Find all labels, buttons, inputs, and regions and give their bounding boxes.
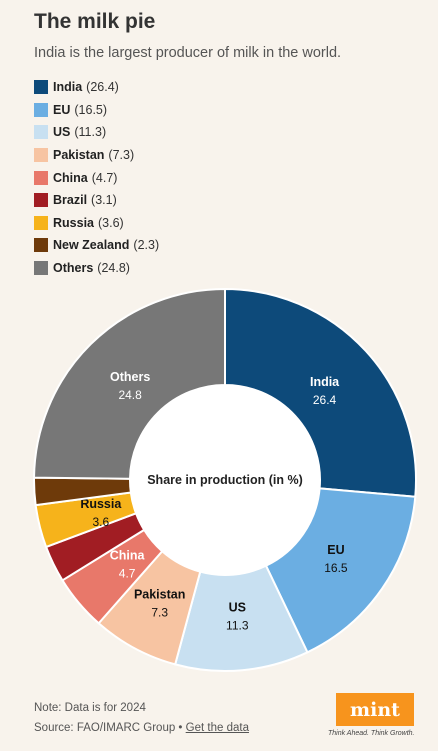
legend-value: (7.3) xyxy=(108,148,135,163)
slice-value: 11.3 xyxy=(226,618,249,632)
slice-label: US xyxy=(229,600,246,614)
legend-value: (3.6) xyxy=(98,215,124,230)
slice-value: 24.8 xyxy=(118,388,142,402)
donut-hole xyxy=(130,385,320,575)
legend-value: (3.1) xyxy=(91,193,117,208)
legend-item: Pakistan (7.3) xyxy=(34,144,159,167)
legend-swatch xyxy=(34,102,48,117)
legend-label: Pakistan xyxy=(53,148,105,163)
legend: India (26.4) EU (16.5) US (11.3) Pakistan (7.3)… xyxy=(34,76,159,279)
legend-value: (4.7) xyxy=(91,170,118,185)
legend-swatch xyxy=(34,80,48,95)
slice-label: Pakistan xyxy=(134,588,185,602)
legend-swatch xyxy=(34,170,48,185)
chart-title: The milk pie xyxy=(34,10,156,33)
get-data-link[interactable]: Get the data xyxy=(185,722,249,734)
legend-value: (26.4) xyxy=(86,80,119,95)
legend-label: China xyxy=(53,170,88,185)
legend-item: New Zealand (2.3) xyxy=(34,234,159,257)
legend-label: Russia xyxy=(53,215,94,230)
legend-label: Brazil xyxy=(53,193,88,208)
center-label: Share in production (in %) xyxy=(147,473,303,487)
legend-swatch xyxy=(34,261,48,276)
mint-logo: mint xyxy=(336,693,414,726)
slice-label: China xyxy=(110,549,146,563)
legend-swatch xyxy=(34,238,48,253)
legend-value: (24.8) xyxy=(97,261,130,276)
footer-note: Note: Data is for 2024 xyxy=(34,702,146,714)
legend-item: China (4.7) xyxy=(34,166,159,189)
legend-item: US (11.3) xyxy=(34,121,159,144)
source-text: Source: FAO/IMARC Group • xyxy=(34,722,183,734)
legend-value: (11.3) xyxy=(74,125,107,140)
legend-swatch xyxy=(34,125,48,140)
slice-label: India xyxy=(310,375,340,389)
legend-label: Others xyxy=(53,261,94,276)
legend-item: Others (24.8) xyxy=(34,257,159,280)
footer-source: Source: FAO/IMARC Group • Get the data xyxy=(34,722,249,734)
legend-item: Brazil (3.1) xyxy=(34,189,159,212)
slice-label: Russia xyxy=(80,497,122,511)
legend-swatch xyxy=(34,215,48,230)
slice-label: EU xyxy=(327,543,344,557)
legend-item: India (26.4) xyxy=(34,76,159,99)
legend-value: (16.5) xyxy=(74,102,108,117)
legend-label: US xyxy=(53,125,71,140)
legend-value: (2.3) xyxy=(133,238,160,253)
legend-swatch xyxy=(34,148,48,163)
slice-value: 4.7 xyxy=(119,567,136,581)
legend-label: India xyxy=(53,80,83,95)
legend-item: Russia (3.6) xyxy=(34,212,159,235)
legend-item: EU (16.5) xyxy=(34,99,159,122)
chart-subtitle: India is the largest producer of milk in… xyxy=(34,45,342,61)
slice-value: 7.3 xyxy=(151,606,168,620)
legend-label: New Zealand xyxy=(53,238,130,253)
pie-slice-india xyxy=(224,287,417,498)
slice-value: 26.4 xyxy=(313,393,337,407)
slice-value: 3.6 xyxy=(92,515,109,529)
slice-label: Others xyxy=(110,370,150,384)
slice-value: 16.5 xyxy=(324,561,348,575)
brand-tagline: Think Ahead. Think Growth. xyxy=(328,730,415,737)
legend-label: EU xyxy=(53,102,71,117)
legend-swatch xyxy=(34,193,48,208)
